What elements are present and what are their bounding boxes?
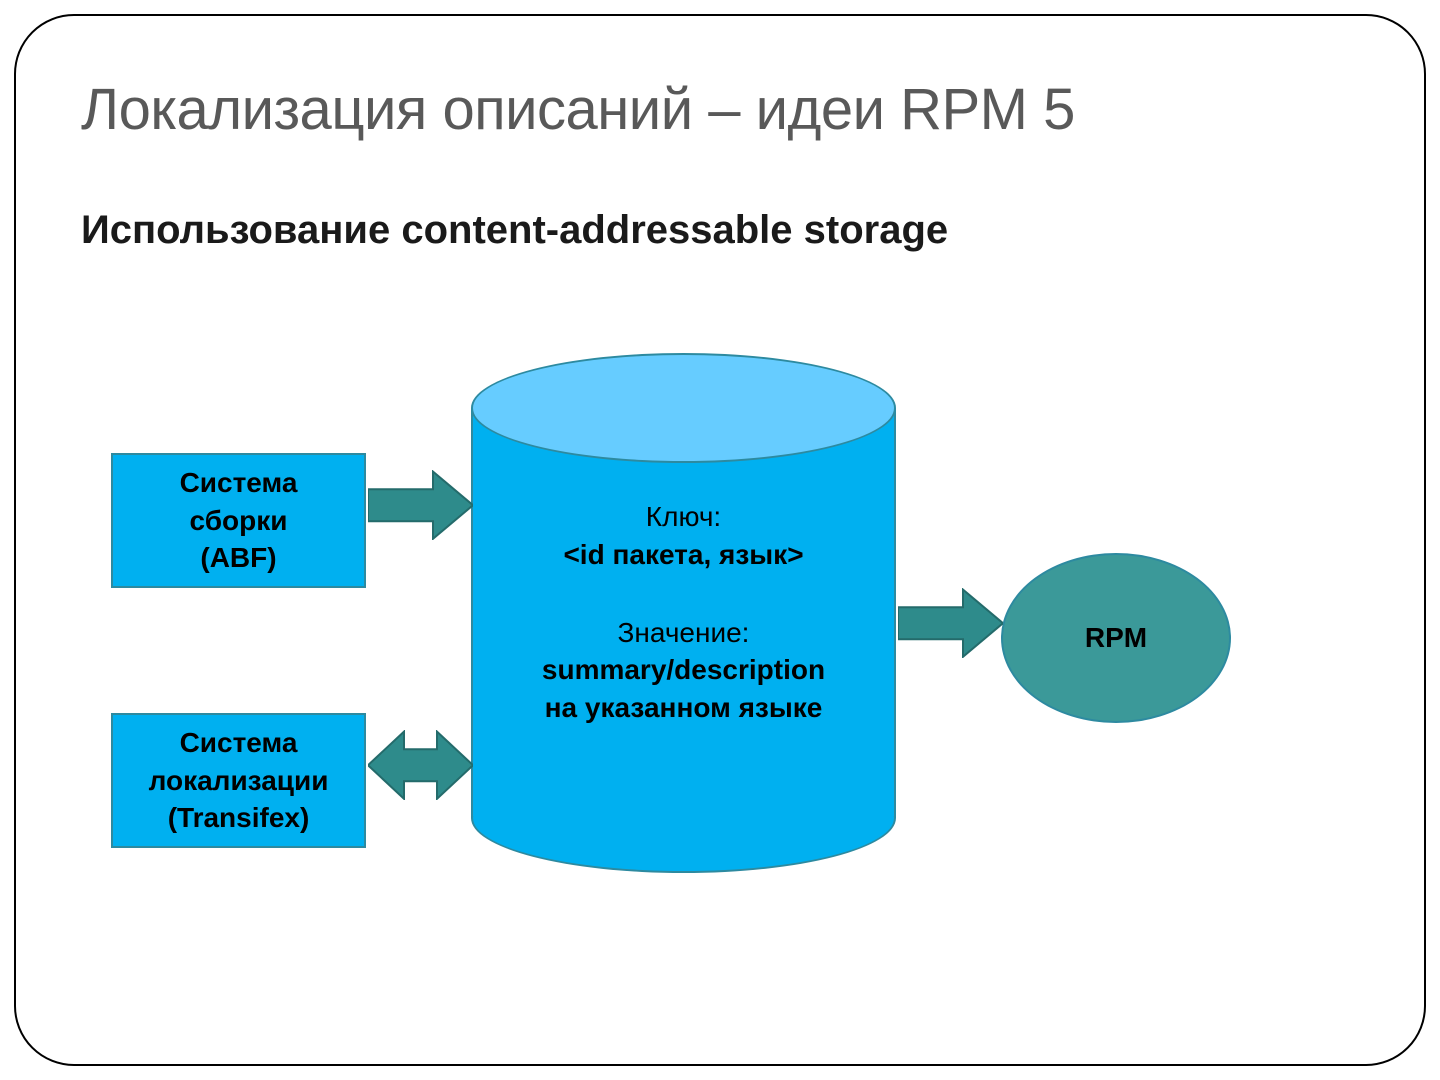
slide-subtitle: Использование content-addressable storag… [81,208,1359,253]
val-value1: summary/description [481,651,886,689]
cylinder-bottom [471,763,896,873]
build-line3: (ABF) [200,542,276,573]
node-build-system: Система сборки (ABF) [111,453,366,588]
build-line2: сборки [190,505,288,536]
node-rpm: RPM [1001,553,1231,723]
cylinder-text: Ключ: <id пакета, язык> Значение: summar… [481,498,886,727]
loc-line1: Система [180,727,298,758]
val-label: Значение: [481,614,886,652]
key-value: <id пакета, язык> [481,536,886,574]
arrow-storage-to-rpm [898,588,1003,658]
val-value2: на указанном языке [481,689,886,727]
slide-frame: Локализация описаний – идеи RPM 5 Исполь… [14,14,1426,1066]
cylinder-top [471,353,896,463]
loc-line2: локализации [149,765,329,796]
build-line1: Система [180,467,298,498]
node-storage-cylinder: Ключ: <id пакета, язык> Значение: summar… [471,353,896,873]
key-label: Ключ: [481,498,886,536]
slide-title: Локализация описаний – идеи RPM 5 [81,76,1359,143]
node-localization-system: Система локализации (Transifex) [111,713,366,848]
loc-line3: (Transifex) [168,802,310,833]
arrow-build-to-storage [368,470,473,540]
arrow-loc-to-storage-double [368,730,473,800]
diagram-area: Система сборки (ABF) Система локализации… [81,313,1359,913]
rpm-label: RPM [1085,622,1147,654]
